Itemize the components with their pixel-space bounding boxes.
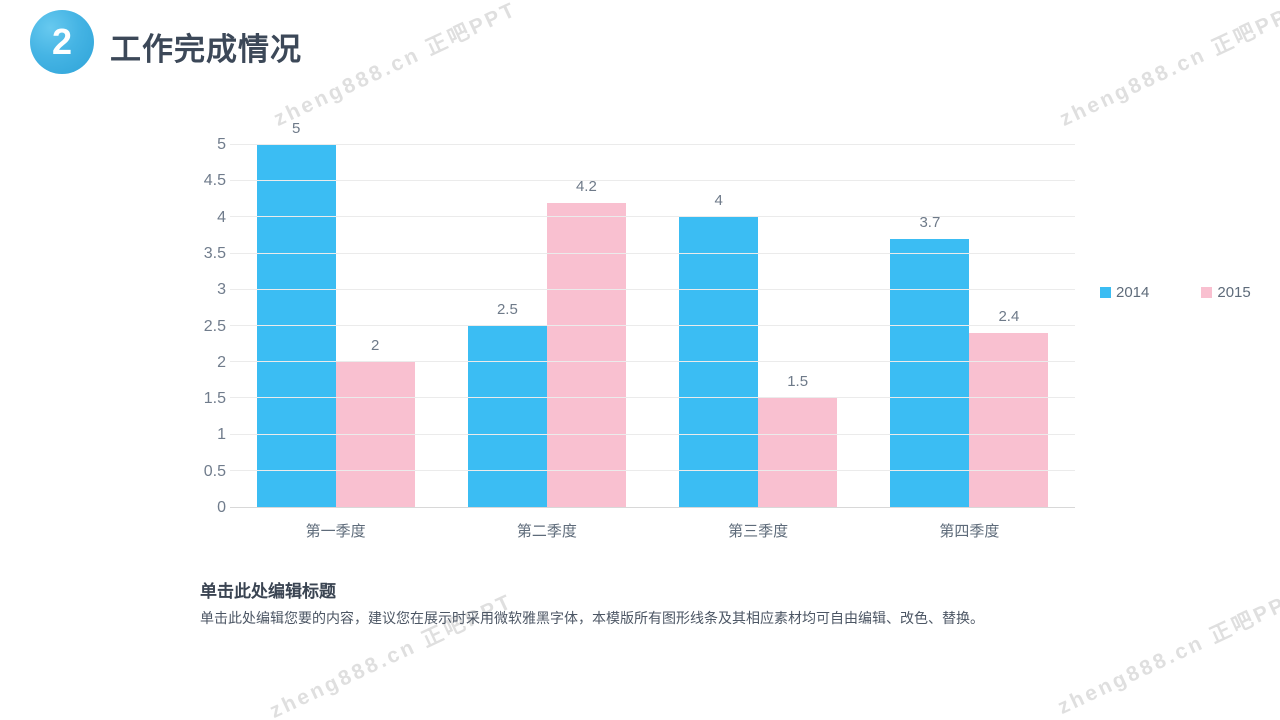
- y-tick-1.5: 1.5: [203, 390, 226, 408]
- gridline-4.5: [230, 180, 1075, 182]
- data-label-2015-第二季度: 4.2: [575, 177, 597, 195]
- legend-label-2015: 2015: [1217, 284, 1251, 301]
- plot-area: 5 2 2.5 4.2 4 1.5 3.7 2.4 2014 2015: [230, 120, 1251, 508]
- y-tick-2.5: 2.5: [203, 317, 226, 335]
- data-label-2014-第一季度: 5: [291, 120, 301, 137]
- legend-swatch-2014: [1100, 287, 1111, 298]
- y-tick-2: 2: [217, 353, 226, 371]
- bar-group-第三季度: 4 1.5: [653, 145, 864, 507]
- bar-group-第二季度: 2.5 4.2: [441, 145, 652, 507]
- y-tick-5: 5: [217, 136, 226, 153]
- legend-swatch-2015: [1201, 287, 1213, 298]
- x-tick-第一季度: 第一季度: [305, 523, 366, 540]
- data-label-2015-第一季度: 2: [370, 337, 380, 355]
- bar-2015-第三季度: 1.5: [758, 373, 838, 507]
- data-label-2015-第四季度: 2.4: [998, 308, 1020, 326]
- gridline-3: [230, 288, 1075, 290]
- gridline-0.5: [230, 469, 1075, 471]
- x-tick-第三季度: 第三季度: [728, 523, 789, 540]
- footer-body-placeholder[interactable]: 单击此处编辑您要的内容，建议您在展示时采用微软雅黑字体，本模版所有图形线条及其相…: [200, 610, 984, 626]
- bar-2015-第二季度: 4.2: [546, 178, 626, 507]
- y-tick-1: 1: [217, 426, 226, 444]
- watermark-bottom-right: zheng888.cn 正吧PPT: [1054, 585, 1280, 719]
- bar-2015-第四季度: 2.4: [969, 308, 1049, 507]
- y-tick-4: 4: [217, 208, 226, 226]
- gridline-1: [230, 433, 1075, 435]
- y-tick-4.5: 4.5: [203, 172, 226, 190]
- y-axis-labels: 0 0.5 1 1.5 2 2.5 3 3.5 4 4.5 5: [120, 136, 226, 516]
- section-number-badge: 2: [30, 10, 94, 74]
- bar-2014-第二季度: 2.5: [467, 301, 547, 507]
- y-tick-3.5: 3.5: [203, 244, 226, 262]
- data-label-2014-第三季度: 4: [714, 192, 723, 210]
- y-tick-3: 3: [217, 281, 226, 299]
- gridline-1.5: [230, 397, 1075, 399]
- chart-legend: 2014 2015: [1100, 284, 1251, 301]
- gridline-2.5: [230, 325, 1075, 326]
- bar-2014-第三季度: 4: [679, 192, 759, 507]
- legend-item-2015: 2015: [1201, 284, 1251, 301]
- page-title: 工作完成情况: [110, 32, 302, 67]
- gridline-3.5: [230, 252, 1075, 254]
- section-number: 2: [51, 21, 73, 62]
- bar-2014-第四季度: 3.7: [890, 214, 970, 507]
- x-axis-labels: 第一季度 第二季度 第三季度 第四季度: [230, 520, 1075, 541]
- y-tick-0: 0: [217, 499, 226, 516]
- x-tick-第二季度: 第二季度: [516, 523, 577, 540]
- data-label-2014-第二季度: 2.5: [496, 301, 518, 318]
- data-label-2014-第四季度: 3.7: [919, 214, 941, 232]
- bar-2014-第一季度: 5: [256, 120, 336, 507]
- legend-label-2014: 2014: [1116, 284, 1150, 301]
- x-tick-第四季度: 第四季度: [939, 523, 1000, 540]
- gridline-2: [230, 361, 1075, 363]
- watermark-bottom-left: zheng888.cn 正吧PPT: [266, 589, 517, 720]
- legend-item-2014: 2014: [1100, 284, 1149, 301]
- footer-title-placeholder[interactable]: 单击此处编辑标题: [200, 582, 336, 601]
- bar-chart[interactable]: 0 0.5 1 1.5 2 2.5 3 3.5 4 4.5 5 5 2 2.5 4.2 4 1.5 3.7 2.4…: [0, 0, 1280, 560]
- data-label-2015-第三季度: 1.5: [787, 373, 809, 391]
- bar-group-第四季度: 3.7 2.4: [864, 145, 1075, 507]
- gridline-4: [230, 216, 1075, 218]
- y-tick-0.5: 0.5: [203, 462, 226, 480]
- gridline-5: [230, 144, 1075, 145]
